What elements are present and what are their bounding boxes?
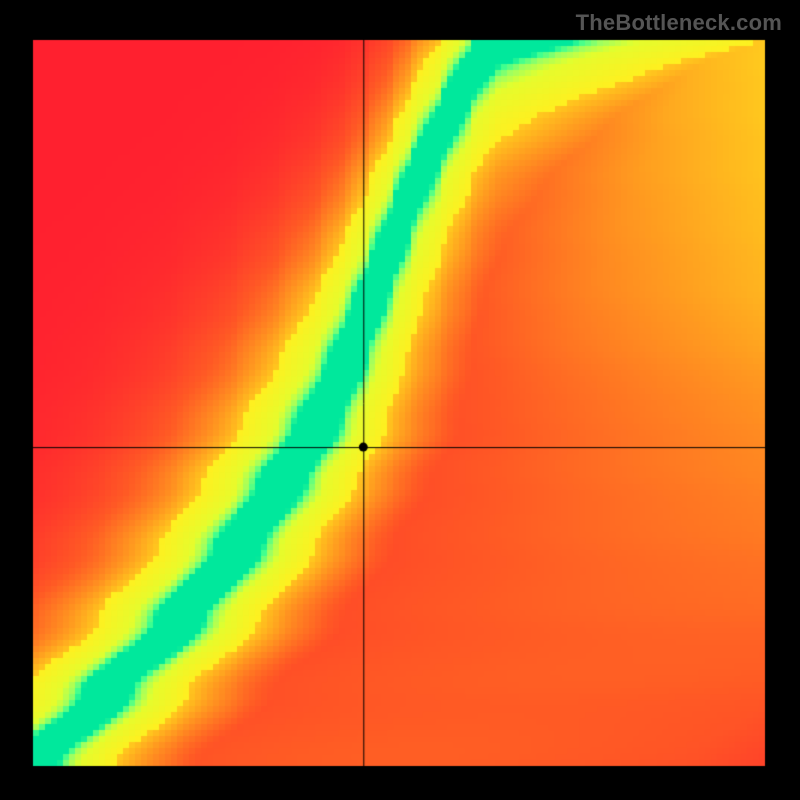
chart-container: TheBottleneck.com — [0, 0, 800, 800]
watermark-text: TheBottleneck.com — [576, 10, 782, 36]
heatmap-canvas — [0, 0, 800, 800]
